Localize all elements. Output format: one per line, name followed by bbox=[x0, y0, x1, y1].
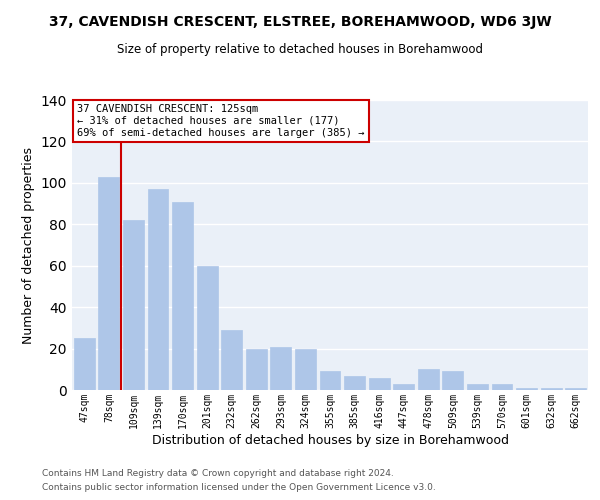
Bar bbox=[271, 346, 292, 390]
Bar bbox=[368, 378, 389, 390]
Y-axis label: Number of detached properties: Number of detached properties bbox=[22, 146, 35, 344]
Bar bbox=[295, 348, 316, 390]
Text: 37 CAVENDISH CRESCENT: 125sqm
← 31% of detached houses are smaller (177)
69% of : 37 CAVENDISH CRESCENT: 125sqm ← 31% of d… bbox=[77, 104, 365, 138]
X-axis label: Distribution of detached houses by size in Borehamwood: Distribution of detached houses by size … bbox=[151, 434, 509, 446]
Text: Size of property relative to detached houses in Borehamwood: Size of property relative to detached ho… bbox=[117, 42, 483, 56]
Bar bbox=[320, 372, 340, 390]
Bar bbox=[442, 372, 463, 390]
Bar bbox=[74, 338, 95, 390]
Text: Contains HM Land Registry data © Crown copyright and database right 2024.: Contains HM Land Registry data © Crown c… bbox=[42, 468, 394, 477]
Bar bbox=[491, 384, 512, 390]
Bar bbox=[221, 330, 242, 390]
Bar bbox=[516, 388, 537, 390]
Bar bbox=[541, 388, 562, 390]
Bar bbox=[393, 384, 414, 390]
Text: Contains public sector information licensed under the Open Government Licence v3: Contains public sector information licen… bbox=[42, 484, 436, 492]
Bar bbox=[98, 176, 119, 390]
Bar bbox=[246, 348, 267, 390]
Bar bbox=[123, 220, 144, 390]
Bar bbox=[418, 370, 439, 390]
Bar bbox=[197, 266, 218, 390]
Text: 37, CAVENDISH CRESCENT, ELSTREE, BOREHAMWOOD, WD6 3JW: 37, CAVENDISH CRESCENT, ELSTREE, BOREHAM… bbox=[49, 15, 551, 29]
Bar bbox=[172, 202, 193, 390]
Bar bbox=[148, 189, 169, 390]
Bar bbox=[565, 388, 586, 390]
Bar bbox=[467, 384, 488, 390]
Bar bbox=[344, 376, 365, 390]
